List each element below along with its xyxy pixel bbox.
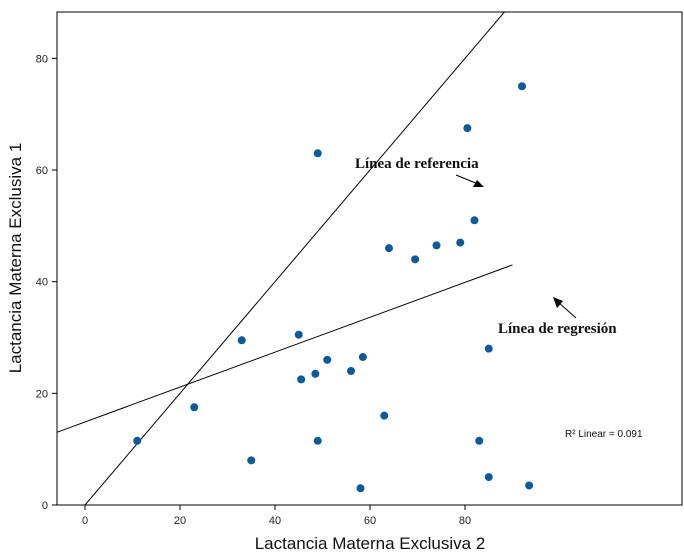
x-tick-label: 80 [459, 515, 471, 527]
x-tick-label: 40 [269, 515, 281, 527]
y-tick-label: 20 [36, 388, 48, 400]
y-tick-label: 80 [36, 53, 48, 65]
reference-line-label: Línea de referencia [355, 156, 479, 172]
data-point [385, 244, 393, 253]
regression-line-label: Línea de regresión [498, 321, 617, 337]
y-axis-title: Lactancia Materna Exclusiva 1 [6, 143, 25, 374]
regression-line [57, 264, 513, 433]
data-point [475, 436, 484, 445]
data-point [484, 344, 493, 353]
data-point [432, 241, 441, 250]
x-tick-label: 60 [364, 515, 376, 527]
data-point [484, 473, 493, 482]
reference-arrow [455, 174, 484, 187]
y-tick-label: 60 [36, 165, 48, 177]
data-point [294, 330, 303, 339]
data-point [358, 353, 367, 362]
data-point [313, 149, 322, 158]
data-point [347, 367, 355, 376]
data-point [518, 82, 526, 91]
data-point [313, 436, 322, 445]
data-point [411, 255, 420, 264]
data-point [456, 238, 465, 247]
data-point [463, 124, 472, 133]
regression-arrow [553, 297, 577, 319]
fit-lines [57, 12, 513, 505]
y-tick-label: 0 [42, 500, 48, 512]
data-points [133, 82, 534, 493]
y-axis-ticks: 0 20 40 60 80 [36, 53, 57, 512]
x-tick-label: 0 [82, 515, 88, 527]
plot-frame [56, 11, 683, 506]
x-axis-ticks: 0 20 40 60 80 [82, 505, 471, 527]
x-axis-title: Lactancia Materna Exclusiva 2 [255, 534, 486, 553]
data-point [247, 456, 256, 465]
data-point [323, 355, 332, 364]
data-point [133, 436, 142, 445]
x-tick-label: 20 [174, 515, 186, 527]
data-point [297, 375, 306, 384]
r-squared-label: R² Linear = 0.091 [565, 429, 643, 440]
reference-line [84, 12, 506, 505]
data-point [470, 216, 479, 225]
y-tick-label: 40 [36, 277, 48, 289]
data-point [190, 403, 199, 412]
data-point [356, 484, 365, 493]
data-point [237, 336, 246, 345]
data-point [311, 369, 320, 378]
data-point [380, 411, 389, 420]
data-point [525, 481, 534, 490]
